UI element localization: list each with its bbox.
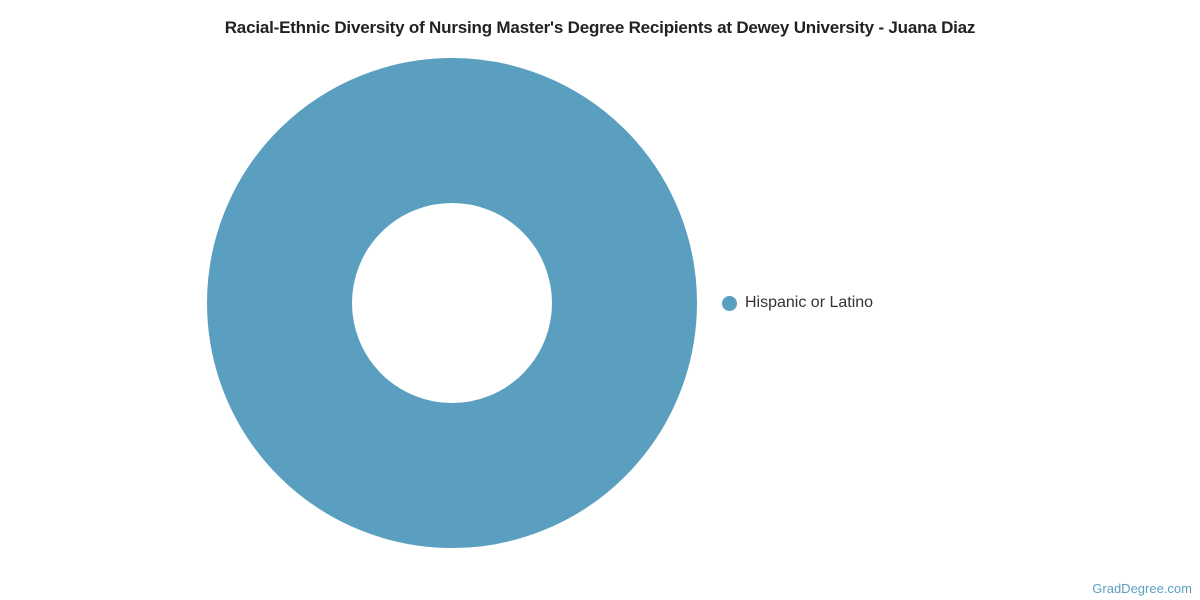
watermark: GradDegree.com bbox=[1092, 581, 1192, 596]
legend: Hispanic or Latino bbox=[722, 294, 873, 312]
donut-slice[interactable] bbox=[207, 58, 697, 548]
legend-marker-circle-icon bbox=[722, 295, 737, 311]
legend-label: Hispanic or Latino bbox=[745, 294, 874, 311]
chart-title: Racial-Ethnic Diversity of Nursing Maste… bbox=[224, 18, 976, 37]
legend-item[interactable]: Hispanic or Latino bbox=[722, 294, 873, 312]
